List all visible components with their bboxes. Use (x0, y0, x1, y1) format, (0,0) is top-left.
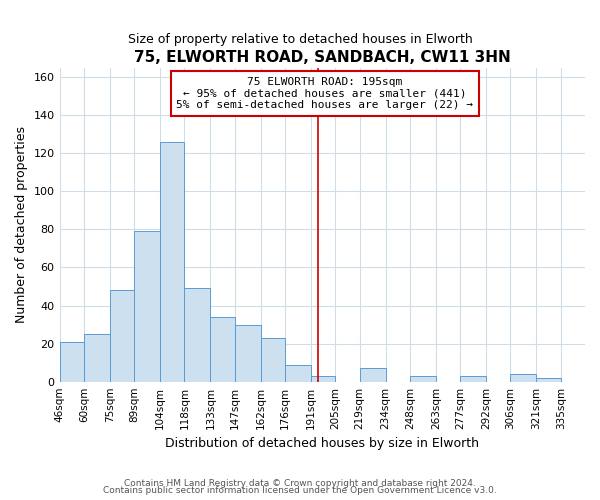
Text: 75 ELWORTH ROAD: 195sqm
← 95% of detached houses are smaller (441)
5% of semi-de: 75 ELWORTH ROAD: 195sqm ← 95% of detache… (176, 77, 473, 110)
Bar (359, 368, 386, 382)
Bar (110, 290, 134, 382)
Text: Contains public sector information licensed under the Open Government Licence v3: Contains public sector information licen… (103, 486, 497, 495)
Bar (84, 334, 110, 382)
Bar (235, 324, 261, 382)
Bar (184, 288, 211, 382)
Bar (311, 376, 335, 382)
Bar (134, 232, 160, 382)
Bar (410, 376, 436, 382)
Bar (261, 338, 285, 382)
Bar (460, 376, 486, 382)
Text: Contains HM Land Registry data © Crown copyright and database right 2024.: Contains HM Land Registry data © Crown c… (124, 478, 476, 488)
Bar (285, 364, 311, 382)
Bar (536, 378, 561, 382)
Bar (160, 142, 184, 382)
Y-axis label: Number of detached properties: Number of detached properties (15, 126, 28, 323)
Bar (211, 317, 235, 382)
X-axis label: Distribution of detached houses by size in Elworth: Distribution of detached houses by size … (165, 437, 479, 450)
Bar (59, 342, 84, 382)
Text: Size of property relative to detached houses in Elworth: Size of property relative to detached ho… (128, 32, 472, 46)
Bar (511, 374, 536, 382)
Title: 75, ELWORTH ROAD, SANDBACH, CW11 3HN: 75, ELWORTH ROAD, SANDBACH, CW11 3HN (134, 50, 511, 65)
